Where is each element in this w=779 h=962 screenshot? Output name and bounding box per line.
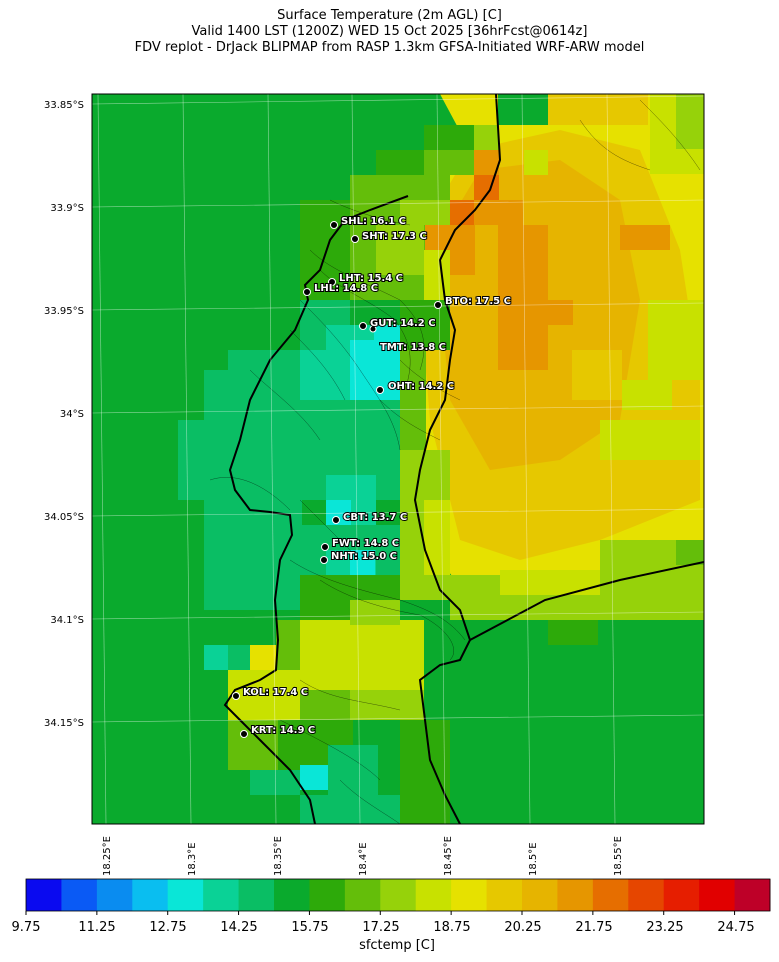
- station-cbt-label: CBT: 13.7 C: [343, 512, 407, 523]
- station-tmt-label: TMT: 13.8 C: [380, 342, 446, 353]
- station-sht[interactable]: SHT: 17.3 C: [351, 230, 428, 243]
- colorbar-swatch: [274, 879, 310, 911]
- lat-label: 33.85°S: [44, 100, 84, 111]
- colorbar-swatch: [699, 879, 736, 911]
- station-cbt[interactable]: CBT: 13.7 C: [332, 511, 408, 524]
- station-lht[interactable]: LHT: 15.4 C: [328, 272, 404, 286]
- colorbar-swatch: [167, 879, 204, 911]
- colorbar-tick-label: 20.25: [504, 920, 541, 935]
- colorbar-swatch: [132, 879, 169, 911]
- colorbar-tick-label: 11.25: [78, 920, 115, 935]
- colorbar-swatch: [415, 879, 452, 911]
- colorbar: [25, 878, 771, 915]
- lon-label: 18.45°E: [443, 836, 454, 876]
- map-source: FDV replot - DrJack BLIPMAP from RASP 1.…: [134, 40, 645, 55]
- lon-label: 18.3°E: [187, 842, 198, 876]
- lon-label: 18.25°E: [102, 836, 113, 876]
- map-subtitle: Valid 1400 LST (1200Z) WED 15 Oct 2025 […: [191, 24, 588, 39]
- lat-label: 33.9°S: [50, 203, 84, 214]
- colorbar-tick-label: 12.75: [149, 920, 186, 935]
- colorbar-tick-label: 14.25: [220, 920, 257, 935]
- colorbar-swatch: [238, 879, 275, 911]
- colorbar-swatch: [309, 879, 346, 911]
- colorbar-tick-label: 17.25: [362, 920, 399, 935]
- station-oht[interactable]: OHT: 14.2 C: [376, 380, 455, 394]
- colorbar-tick-label: 18.75: [433, 920, 470, 935]
- map-title: Surface Temperature (2m AGL) [C]: [277, 8, 502, 23]
- map-frame: [91, 93, 705, 825]
- station-nht[interactable]: NHT: 15.0 C: [320, 550, 398, 564]
- colorbar-tick-label: 24.75: [717, 920, 754, 935]
- stations: SHL: 16.1 C SHT: 17.3 C LHT: 15.4 C LHL:…: [232, 215, 512, 738]
- lat-label: 34°S: [60, 409, 84, 420]
- colorbar-swatch: [592, 879, 629, 911]
- colorbar-tick-label: 9.75: [12, 920, 41, 935]
- station-tmt[interactable]: TMT: 13.8 C: [379, 341, 447, 354]
- lon-label: 18.35°E: [273, 836, 284, 876]
- lon-label: 18.5°E: [528, 842, 539, 876]
- lat-axis: 33.85°S 33.9°S 33.95°S 34°S 34.05°S 34.1…: [44, 100, 84, 729]
- temperature-field: [178, 94, 704, 824]
- lat-label: 34.05°S: [44, 512, 84, 523]
- lat-label: 34.15°S: [44, 718, 84, 729]
- lon-label: 18.55°E: [613, 836, 624, 876]
- colorbar-swatch: [557, 879, 594, 911]
- colorbar-swatch: [96, 879, 133, 911]
- lon-axis: 18.25°E 18.3°E 18.35°E 18.4°E 18.45°E 18…: [102, 836, 624, 876]
- station-gut-label: GUT: 14.2 C: [370, 318, 436, 329]
- station-bto-label: BTO: 17.5 C: [445, 296, 511, 307]
- colorbar-swatch: [628, 879, 665, 911]
- lat-label: 33.95°S: [44, 306, 84, 317]
- colorbar-swatch: [734, 879, 771, 911]
- map-area: SHL: 16.1 C SHT: 17.3 C LHT: 15.4 C LHL:…: [92, 94, 704, 824]
- colorbar-title: sfctemp [C]: [359, 938, 435, 953]
- station-lht-label: LHT: 15.4 C: [339, 273, 403, 284]
- colorbar-swatch: [344, 879, 381, 911]
- colorbar-swatch: [380, 879, 417, 911]
- station-oht-label: OHT: 14.2 C: [388, 381, 454, 392]
- colorbar-tick-label: 21.75: [575, 920, 612, 935]
- colorbar-swatch: [26, 879, 62, 911]
- colorbar-swatch: [663, 879, 700, 911]
- station-lhl-label: LHL: 14.8 C: [314, 283, 378, 294]
- station-lhl[interactable]: LHL: 14.8 C: [303, 282, 379, 296]
- colorbar-swatch: [451, 879, 488, 911]
- colorbar-tick-label: 23.25: [646, 920, 683, 935]
- lon-label: 18.4°E: [358, 842, 369, 876]
- colorbar-frame: [25, 878, 771, 912]
- station-fwt-label: FWT: 14.8 C: [332, 538, 399, 549]
- station-krt-label: KRT: 14.9 C: [251, 725, 315, 736]
- station-krt[interactable]: KRT: 14.9 C: [240, 724, 316, 738]
- lat-label: 34.1°S: [50, 615, 84, 626]
- colorbar-swatch: [522, 879, 558, 911]
- station-kol-label: KOL: 17.4 C: [243, 687, 308, 698]
- station-kol[interactable]: KOL: 17.4 C: [232, 686, 309, 700]
- station-shl-label: SHL: 16.1 C: [341, 216, 406, 227]
- station-bto[interactable]: BTO: 17.5 C: [434, 295, 512, 309]
- colorbar-swatch: [486, 879, 523, 911]
- station-fwt[interactable]: FWT: 14.8 C: [321, 537, 400, 551]
- coastline: [223, 94, 704, 824]
- station-sht-label: SHT: 17.3 C: [362, 231, 427, 242]
- colorbar-swatch: [61, 879, 98, 911]
- station-shl[interactable]: SHL: 16.1 C: [330, 215, 407, 229]
- station-gut[interactable]: GUT: 14.2 C: [359, 317, 437, 333]
- graticule: [92, 94, 704, 824]
- colorbar-swatch: [203, 879, 240, 911]
- colorbar-tick-label: 15.75: [291, 920, 328, 935]
- station-nht-label: NHT: 15.0 C: [331, 551, 397, 562]
- colorbar-ticks: 9.75 11.25 12.75 14.25 15.75 17.25 18.75…: [12, 920, 755, 935]
